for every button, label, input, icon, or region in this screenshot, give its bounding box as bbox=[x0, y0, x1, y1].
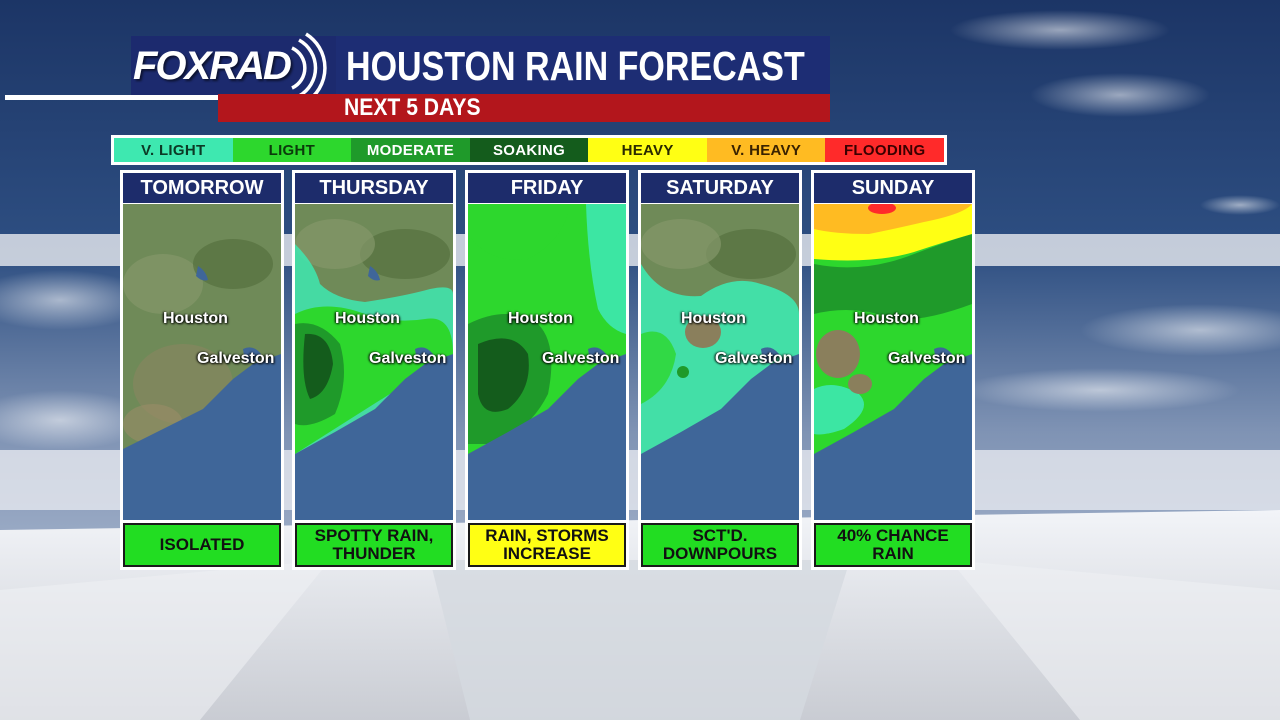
forecast-panel-thursday: THURSDAY Houston Galveston SPOTTY RAIN, … bbox=[292, 170, 456, 570]
city-label-galveston: Galveston bbox=[542, 350, 620, 367]
city-label-houston: Houston bbox=[335, 310, 400, 327]
legend-label: LIGHT bbox=[268, 141, 316, 159]
forecast-panel-friday: FRIDAY Houston Galveston RAIN, STORMS IN… bbox=[465, 170, 629, 570]
city-label-houston: Houston bbox=[163, 310, 228, 327]
legend-item-moderate: MODERATE bbox=[351, 138, 470, 162]
logo-box bbox=[131, 36, 336, 96]
legend-label: SOAKING bbox=[492, 141, 566, 159]
condition-label: 40% CHANCE RAIN bbox=[814, 523, 972, 567]
day-heading: FRIDAY bbox=[468, 173, 626, 203]
forecast-panel-sunday: SUNDAY Houston Galveston 40% CHANCE RAIN bbox=[811, 170, 975, 570]
legend-item-flooding: FLOODING bbox=[825, 138, 945, 162]
condition-label: ISOLATED bbox=[123, 523, 281, 567]
city-label-galveston: Galveston bbox=[715, 350, 793, 367]
legend-item-v-heavy: V. HEAVY bbox=[706, 138, 826, 162]
day-heading: SUNDAY bbox=[814, 173, 972, 203]
day-heading: THURSDAY bbox=[295, 173, 453, 203]
legend-item-heavy: HEAVY bbox=[588, 138, 707, 162]
city-label-houston: Houston bbox=[508, 310, 573, 327]
city-label-galveston: Galveston bbox=[369, 350, 447, 367]
legend-label: MODERATE bbox=[366, 141, 454, 159]
radar-map: Houston Galveston bbox=[468, 204, 626, 520]
legend-label: FLOODING bbox=[843, 141, 926, 159]
title-box bbox=[336, 36, 830, 94]
legend-label: HEAVY bbox=[621, 141, 674, 159]
legend-label: V. LIGHT bbox=[141, 141, 206, 159]
condition-label: SPOTTY RAIN, THUNDER bbox=[295, 523, 453, 567]
legend-item-v-light: V. LIGHT bbox=[114, 138, 233, 162]
radar-map: Houston Galveston bbox=[641, 204, 799, 520]
radar-map: Houston Galveston bbox=[123, 204, 281, 520]
city-label-galveston: Galveston bbox=[888, 350, 966, 367]
fox-rad-logo: FOXRAD bbox=[133, 44, 292, 88]
city-label-galveston: Galveston bbox=[197, 350, 275, 367]
city-label-houston: Houston bbox=[681, 310, 746, 327]
legend-item-soaking: SOAKING bbox=[469, 138, 589, 162]
radar-map: Houston Galveston bbox=[814, 204, 972, 520]
page-title: HOUSTON RAIN FORECAST bbox=[346, 43, 805, 89]
forecast-panel-tomorrow: TOMORROW Houston Galveston ISOLATED bbox=[120, 170, 284, 570]
day-heading: TOMORROW bbox=[123, 173, 281, 203]
day-heading: SATURDAY bbox=[641, 173, 799, 203]
radar-map: Houston Galveston bbox=[295, 204, 453, 520]
rain-intensity-legend: V. LIGHT LIGHT MODERATE SOAKING HEAVY V.… bbox=[111, 135, 947, 165]
forecast-panel-saturday: SATURDAY Houston Galveston SCT'D. DOWNPO… bbox=[638, 170, 802, 570]
legend-label: V. HEAVY bbox=[731, 141, 802, 159]
legend-item-light: LIGHT bbox=[232, 138, 352, 162]
subtitle-box bbox=[218, 94, 830, 122]
city-label-houston: Houston bbox=[854, 310, 919, 327]
condition-label: RAIN, STORMS INCREASE bbox=[468, 523, 626, 567]
page-subtitle: NEXT 5 DAYS bbox=[344, 94, 481, 121]
logo-underline bbox=[5, 95, 335, 100]
condition-label: SCT'D. DOWNPOURS bbox=[641, 523, 799, 567]
